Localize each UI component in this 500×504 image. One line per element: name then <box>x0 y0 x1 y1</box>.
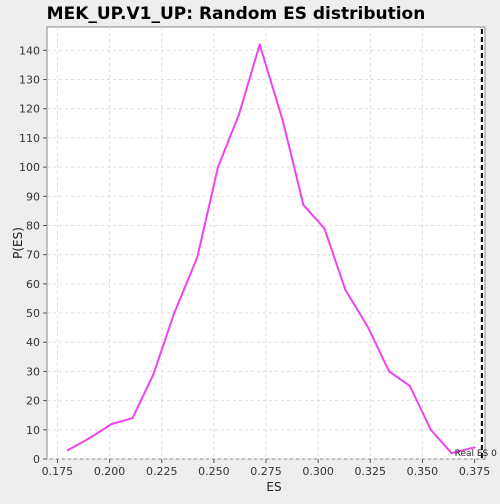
y-tick-label: 110 <box>19 132 40 145</box>
data-point <box>302 204 305 207</box>
series <box>66 43 476 455</box>
data-point <box>281 119 284 122</box>
data-point <box>110 422 113 425</box>
x-tick-label: 0.175 <box>42 465 74 478</box>
data-point <box>217 166 220 169</box>
data-point <box>323 227 326 230</box>
x-tick-label: 0.250 <box>198 465 230 478</box>
y-tick-label: 70 <box>26 249 40 262</box>
y-tick-label: 40 <box>26 336 40 349</box>
data-point <box>173 312 176 315</box>
y-tick-label: 30 <box>26 365 40 378</box>
y-tick-label: 50 <box>26 307 40 320</box>
data-point <box>388 370 391 373</box>
data-point <box>237 113 240 116</box>
axes: 0 10 20 30 40 50 60 70 80 90 100 110 120 130 140 0.175 0… <box>19 44 490 478</box>
reference-line-group: Real ES 0 <box>455 29 498 459</box>
y-tick-label: 80 <box>26 219 40 232</box>
data-point <box>473 446 476 449</box>
data-point <box>131 417 134 420</box>
y-tick-label: 120 <box>19 103 40 116</box>
y-tick-label: 130 <box>19 74 40 87</box>
data-point <box>152 373 155 376</box>
x-axis-label: ES <box>266 480 281 494</box>
y-tick-label: 20 <box>26 395 40 408</box>
y-tick-label: 0 <box>33 453 40 466</box>
x-tick-label: 0.200 <box>94 465 126 478</box>
data-point <box>66 449 69 452</box>
x-tick-label: 0.375 <box>459 465 491 478</box>
y-tick-label: 60 <box>26 278 40 291</box>
y-tick-label: 140 <box>19 44 40 57</box>
data-point <box>87 437 90 440</box>
data-point <box>408 385 411 388</box>
real-es-label: Real ES 0 <box>455 449 498 459</box>
y-tick-label: 90 <box>26 190 40 203</box>
chart-title: MEK_UP.V1_UP: Random ES distribution <box>47 4 426 24</box>
es-distribution-line <box>67 43 475 455</box>
x-tick-label: 0.275 <box>250 465 282 478</box>
data-point <box>196 256 199 259</box>
x-tick-label: 0.225 <box>146 465 178 478</box>
x-tick-label: 0.325 <box>355 465 387 478</box>
x-tick-label: 0.300 <box>302 465 334 478</box>
y-tick-label: 10 <box>26 424 40 437</box>
data-point <box>258 43 261 46</box>
data-point <box>450 452 453 455</box>
x-tick-label: 0.350 <box>407 465 439 478</box>
data-point <box>429 428 432 431</box>
y-axis-label: P(ES) <box>11 227 25 259</box>
data-point <box>367 326 370 329</box>
grid <box>47 27 485 460</box>
y-tick-label: 100 <box>19 161 40 174</box>
data-point <box>344 288 347 291</box>
